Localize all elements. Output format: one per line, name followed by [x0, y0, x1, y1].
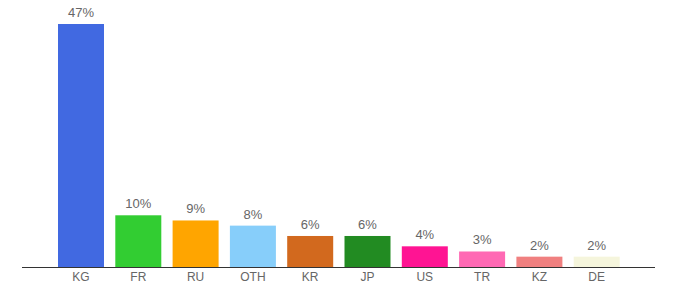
labels: 47% KG 10% FR 9% RU 8% OTH 6% KR 6% JP 4% US 3% TR 2% KZ 2… [68, 5, 607, 284]
category-label: FR [130, 270, 146, 284]
category-label: RU [187, 270, 204, 284]
data-label: 2% [530, 238, 549, 253]
bar [459, 251, 505, 267]
bar [516, 257, 562, 267]
chart-svg: 47% KG 10% FR 9% RU 8% OTH 6% KR 6% JP 4% US 3% TR 2% KZ 2… [0, 0, 680, 300]
x-axis [22, 267, 655, 268]
bar [115, 215, 161, 267]
chart-container: 47% KG 10% FR 9% RU 8% OTH 6% KR 6% JP 4% US 3% TR 2% KZ 2… [0, 0, 680, 300]
category-label: JP [360, 270, 374, 284]
category-label: KZ [532, 270, 547, 284]
category-label: TR [474, 270, 490, 284]
category-label: KR [302, 270, 319, 284]
category-label: US [416, 270, 433, 284]
bar [402, 246, 448, 267]
bar [58, 24, 104, 267]
bar [574, 257, 620, 267]
data-label: 2% [587, 238, 606, 253]
bar [345, 236, 391, 267]
category-label: DE [588, 270, 605, 284]
bars [58, 24, 620, 267]
bar [287, 236, 333, 267]
data-label: 6% [358, 217, 377, 232]
data-label: 8% [244, 207, 263, 222]
data-label: 4% [415, 227, 434, 242]
data-label: 10% [125, 196, 151, 211]
data-label: 9% [186, 201, 205, 216]
category-label: OTH [240, 270, 265, 284]
category-label: KG [72, 270, 89, 284]
data-label: 6% [301, 217, 320, 232]
bar [230, 226, 276, 267]
data-label: 3% [473, 232, 492, 247]
data-label: 47% [68, 5, 94, 20]
bar [173, 220, 219, 267]
